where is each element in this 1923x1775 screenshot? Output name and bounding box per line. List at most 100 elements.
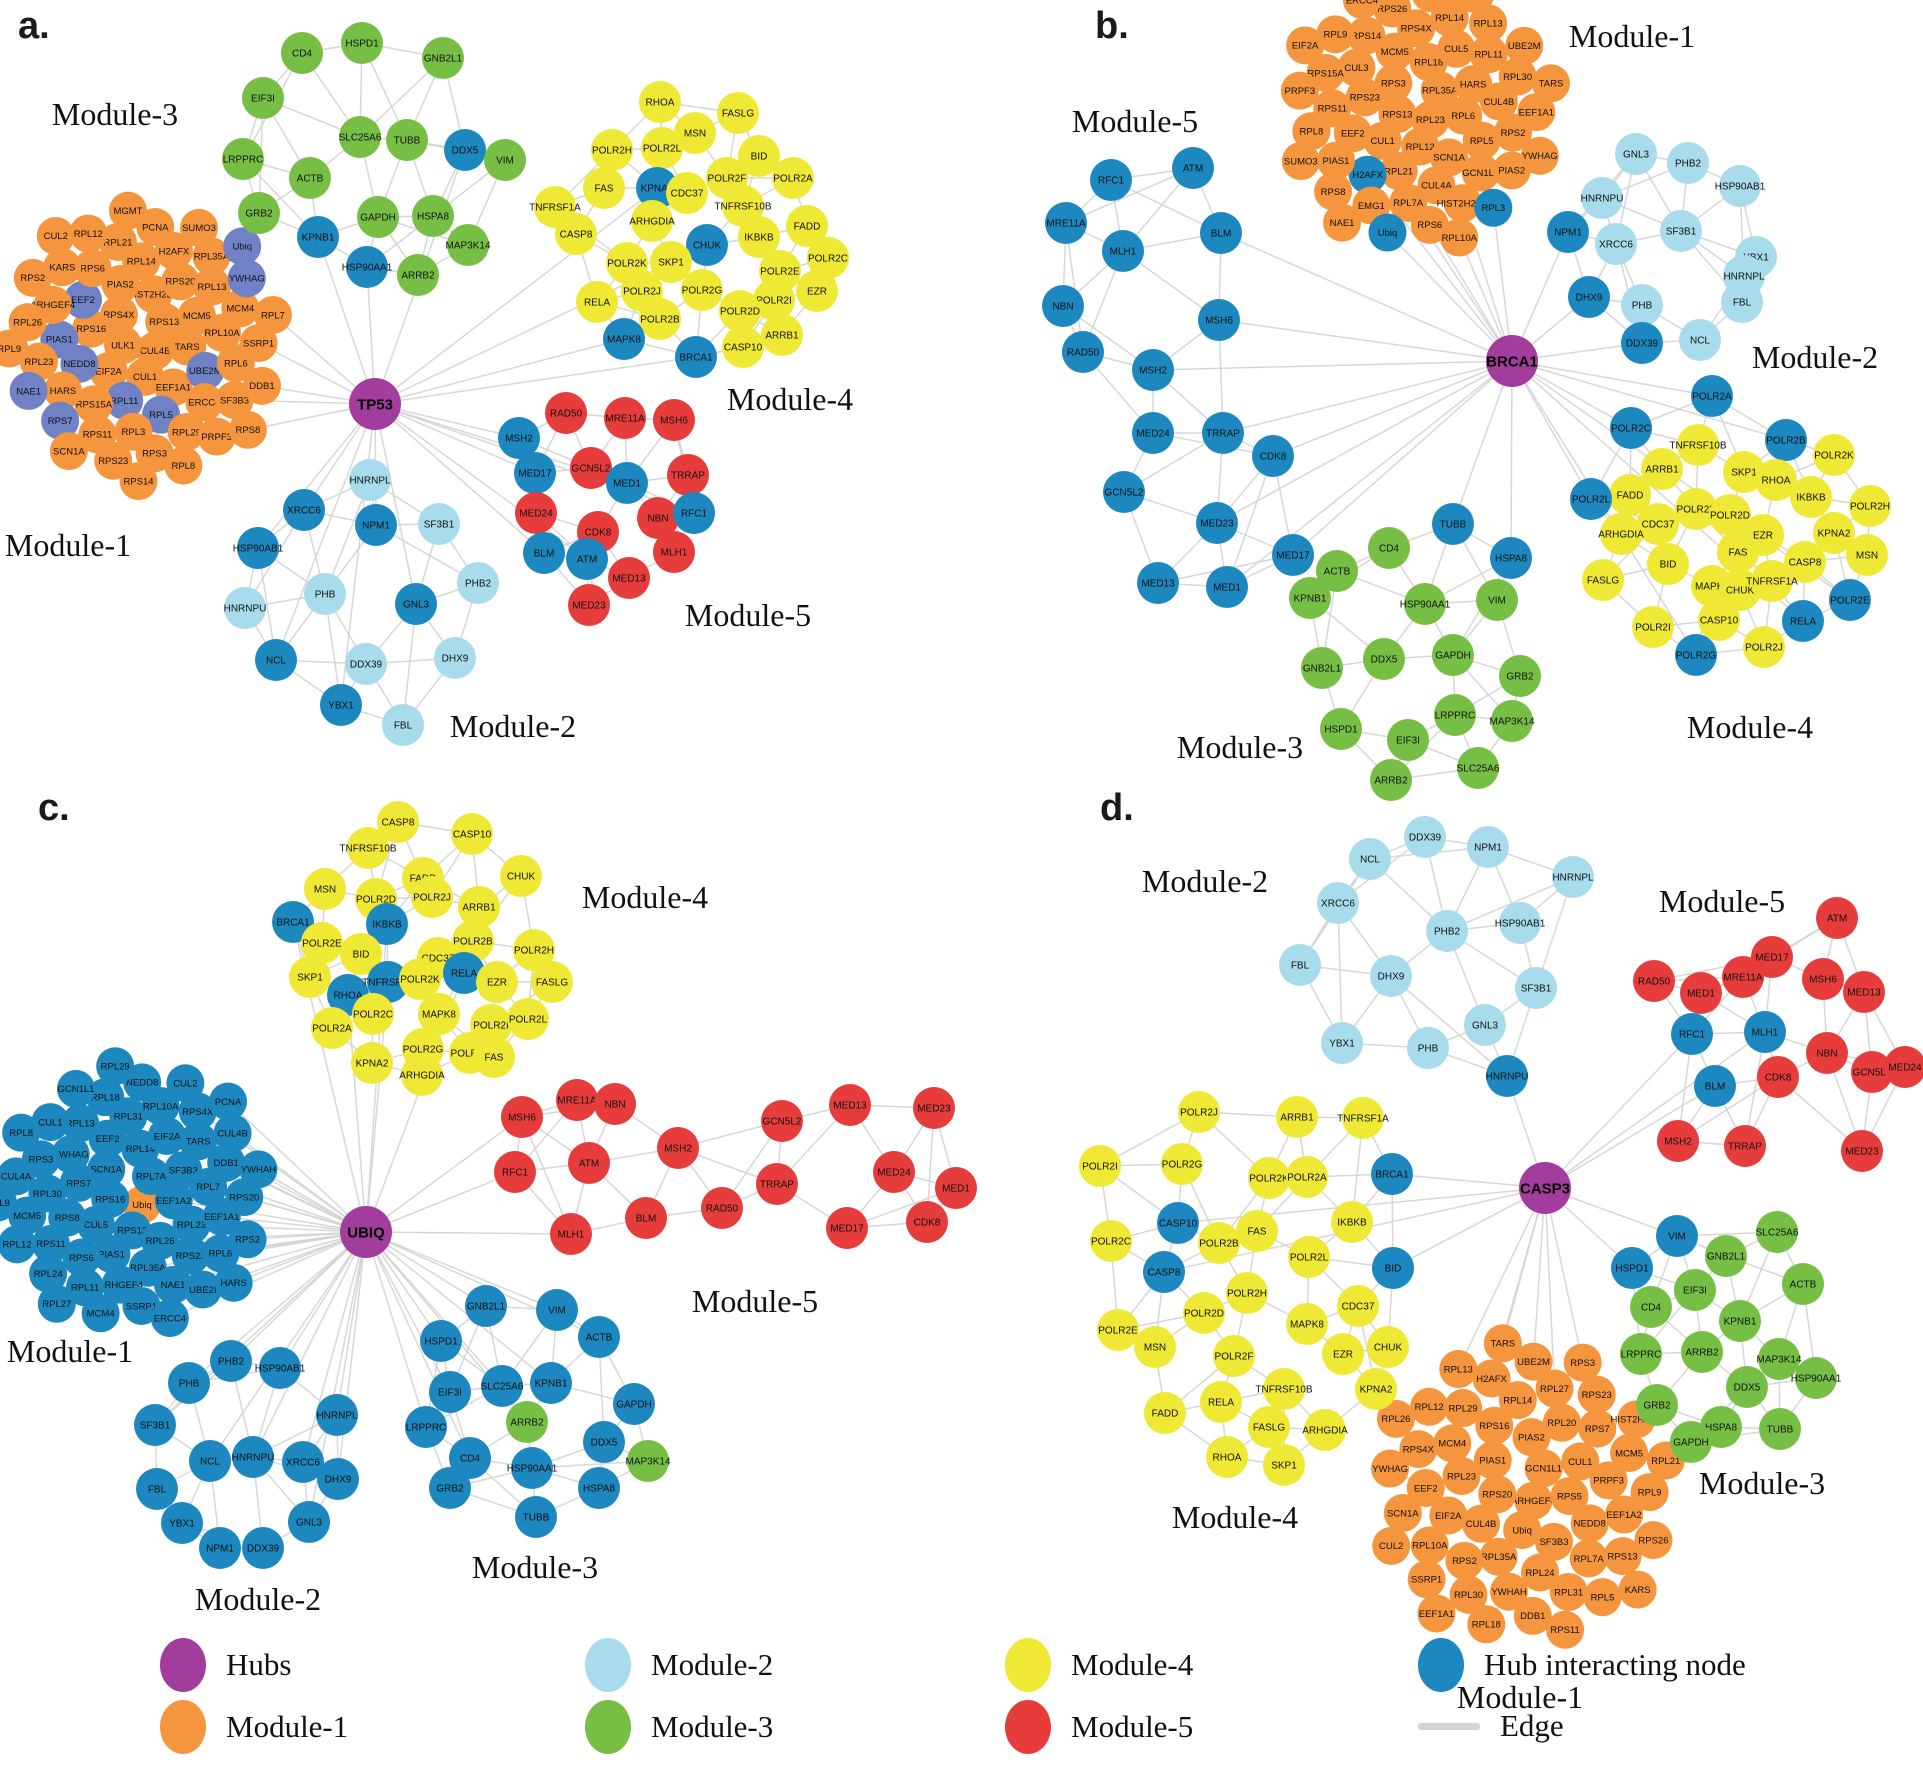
- node-NBN[interactable]: NBN: [637, 497, 679, 539]
- node-SCN1A[interactable]: SCN1A: [49, 432, 88, 471]
- node-circle[interactable]: [377, 801, 419, 843]
- node-circle[interactable]: [1521, 1553, 1560, 1592]
- node-circle[interactable]: [422, 37, 464, 79]
- node-circle[interactable]: [1196, 502, 1238, 544]
- node-CASP8[interactable]: CASP8: [377, 801, 419, 843]
- node-ARRB2[interactable]: ARRB2: [397, 254, 439, 296]
- node-DDB1[interactable]: DDB1: [242, 366, 281, 405]
- node-circle[interactable]: [444, 129, 486, 171]
- node-circle[interactable]: [1717, 531, 1759, 573]
- node-circle[interactable]: [351, 1042, 393, 1084]
- node-EEF1A1[interactable]: EEF1A1: [1417, 1594, 1456, 1633]
- node-circle[interactable]: [583, 1421, 625, 1463]
- node-IKBKB[interactable]: IKBKB: [738, 216, 780, 258]
- node-RPS7[interactable]: RPS7: [1412, 0, 1450, 13]
- node-circle[interactable]: [1582, 559, 1624, 601]
- node-POLR2J[interactable]: POLR2J: [411, 876, 453, 918]
- node-HSPD1[interactable]: HSPD1: [420, 1320, 462, 1362]
- node-circle[interactable]: [412, 195, 454, 237]
- node-circle[interactable]: [43, 248, 82, 287]
- node-KARS[interactable]: KARS: [1618, 1570, 1657, 1609]
- node-circle[interactable]: [1726, 1366, 1768, 1408]
- node-circle[interactable]: [1610, 407, 1652, 449]
- node-circle[interactable]: [1605, 1495, 1644, 1534]
- node-RPL13[interactable]: RPL13: [1469, 4, 1508, 43]
- node-RPS14[interactable]: RPS14: [1347, 16, 1386, 55]
- node-FBL[interactable]: FBL: [1721, 281, 1763, 323]
- node-circle[interactable]: [1079, 1145, 1121, 1187]
- node-circle[interactable]: [320, 684, 362, 726]
- node-circle[interactable]: [1429, 1496, 1468, 1535]
- node-MED1[interactable]: MED1: [935, 1167, 977, 1209]
- node-circle[interactable]: [304, 573, 346, 615]
- node-circle[interactable]: [1670, 1421, 1712, 1463]
- node-circle[interactable]: [29, 1254, 68, 1293]
- node-HSP90AA1[interactable]: HSP90AA1: [507, 1447, 558, 1489]
- node-KPNB1[interactable]: KPNB1: [530, 1362, 572, 1404]
- node-circle[interactable]: [395, 583, 437, 625]
- node-DDX39[interactable]: DDX39: [1404, 816, 1446, 858]
- node-circle[interactable]: [94, 441, 133, 480]
- node-circle[interactable]: [1401, 127, 1440, 166]
- node-EEF1A1[interactable]: EEF1A1: [1517, 93, 1556, 132]
- node-circle[interactable]: [281, 32, 323, 74]
- node-circle[interactable]: [189, 1440, 231, 1482]
- node-RPL23[interactable]: RPL23: [19, 342, 58, 381]
- node-circle[interactable]: [1637, 503, 1679, 545]
- node-FAS[interactable]: FAS: [583, 167, 625, 209]
- node-circle[interactable]: [1498, 57, 1537, 96]
- node-MED23[interactable]: MED23: [1196, 502, 1238, 544]
- node-MSN[interactable]: MSN: [674, 112, 716, 154]
- node-CUL4A[interactable]: CUL4A: [0, 1157, 36, 1196]
- node-circle[interactable]: [136, 1468, 178, 1510]
- node-MAPK8[interactable]: MAPK8: [603, 318, 645, 360]
- node-circle[interactable]: [1719, 569, 1761, 611]
- node-ACTB[interactable]: ACTB: [1782, 1263, 1824, 1305]
- node-circle[interactable]: [179, 208, 218, 247]
- node-circle[interactable]: [506, 1401, 548, 1443]
- node-circle[interactable]: [1206, 566, 1248, 608]
- node-HNRNPL[interactable]: HNRNPL: [1552, 856, 1594, 898]
- node-NCL[interactable]: NCL: [1349, 838, 1391, 880]
- node-circle[interactable]: [183, 1270, 222, 1309]
- node-circle[interactable]: [545, 392, 587, 434]
- node-RPL5[interactable]: RPL5: [1583, 1578, 1622, 1617]
- node-PHB[interactable]: PHB: [304, 573, 346, 615]
- node-circle[interactable]: [1744, 1011, 1786, 1053]
- node-circle[interactable]: [242, 366, 281, 405]
- node-circle[interactable]: [1143, 1251, 1185, 1293]
- node-RAD50[interactable]: RAD50: [701, 1187, 743, 1229]
- node-circle[interactable]: [457, 562, 499, 604]
- node-circle[interactable]: [1757, 1056, 1799, 1098]
- node-circle[interactable]: [346, 246, 388, 288]
- node-circle[interactable]: [1492, 151, 1531, 190]
- node-circle[interactable]: [1547, 211, 1589, 253]
- node-POLR2C[interactable]: POLR2C: [1610, 407, 1652, 449]
- node-SSRP1[interactable]: SSRP1: [1407, 1560, 1446, 1599]
- node-circle[interactable]: [1206, 1436, 1248, 1478]
- node-circle[interactable]: [341, 22, 383, 64]
- node-circle[interactable]: [1371, 1153, 1413, 1195]
- node-circle[interactable]: [92, 1234, 131, 1273]
- node-MSN[interactable]: MSN: [1846, 534, 1888, 576]
- node-circle[interactable]: [1589, 1461, 1628, 1500]
- node-circle[interactable]: [399, 958, 441, 1000]
- node-circle[interactable]: [1698, 599, 1740, 641]
- node-circle[interactable]: [1349, 838, 1391, 880]
- node-NPM1[interactable]: NPM1: [1547, 211, 1589, 253]
- node-circle[interactable]: [41, 401, 80, 440]
- node-RPL27[interactable]: RPL27: [37, 1284, 76, 1323]
- node-circle[interactable]: [1621, 284, 1663, 326]
- node-circle[interactable]: [31, 1224, 70, 1263]
- node-POLR2B[interactable]: POLR2B: [452, 920, 494, 962]
- node-circle[interactable]: [681, 269, 723, 311]
- node-DDX39[interactable]: DDX39: [1621, 322, 1663, 364]
- node-PIAS2[interactable]: PIAS2: [1512, 1418, 1551, 1457]
- node-RPL9[interactable]: RPL9: [1630, 1473, 1669, 1512]
- node-PRPF3[interactable]: PRPF3: [1280, 71, 1319, 110]
- node-ARHGEF4[interactable]: ARHGEF4: [1511, 1481, 1556, 1520]
- node-RFC1[interactable]: RFC1: [494, 1151, 536, 1193]
- node-circle[interactable]: [1535, 1369, 1574, 1408]
- node-POLR2I[interactable]: POLR2I: [753, 279, 795, 321]
- node-POLR2B[interactable]: POLR2B: [1765, 419, 1807, 461]
